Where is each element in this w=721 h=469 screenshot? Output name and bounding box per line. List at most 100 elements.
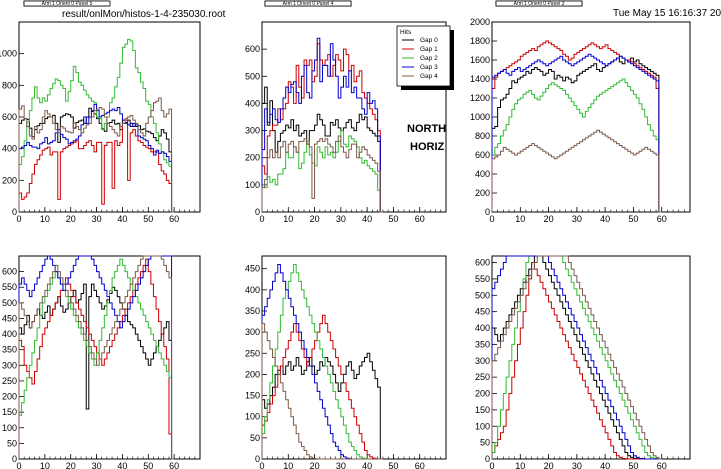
series-line	[261, 43, 383, 213]
x-tick-label: 60	[657, 461, 667, 469]
x-tick-label: 20	[310, 461, 320, 469]
x-tick-label: 60	[169, 214, 179, 224]
series-line	[261, 135, 383, 213]
series-line	[491, 262, 662, 460]
x-tick-label: 0	[259, 214, 264, 224]
y-tick-label: 350	[2, 345, 17, 355]
legend-entry: Gap 2	[420, 55, 438, 62]
y-tick-label: 400	[2, 144, 17, 154]
y-tick-label: 2000	[470, 17, 490, 27]
y-tick-label: 0	[485, 454, 490, 464]
y-tick-label: 550	[2, 282, 17, 292]
panel-title-box	[264, 0, 352, 7]
series-line	[261, 130, 383, 213]
x-tick-label: 20	[66, 214, 76, 224]
y-tick-label: 100	[245, 412, 260, 422]
panel-title-box	[495, 0, 583, 7]
x-tick-label: 30	[92, 461, 102, 469]
plots-group: Arm 1 Orient 0 Panel 0010203040506002004…	[0, 0, 691, 469]
y-tick-label: 1200	[470, 93, 490, 103]
x-tick-label: 10	[515, 461, 525, 469]
y-tick-label: 300	[475, 356, 490, 366]
series-line	[491, 78, 662, 213]
file-path-label: result/onlMon/histos-1-4-235030.root	[62, 9, 226, 20]
panel-title: Arm 1 Orient 0 Panel 5	[42, 1, 93, 7]
x-tick-label: 0	[16, 214, 21, 224]
plot-frame	[261, 255, 447, 460]
series-line	[261, 323, 383, 460]
annotation-north: NORTH	[407, 123, 446, 135]
y-tick-label: 100	[245, 180, 260, 190]
y-tick-label: 400	[245, 285, 260, 295]
y-tick-label: 100	[2, 423, 17, 433]
series-line	[491, 129, 662, 213]
y-tick-label: 600	[245, 44, 260, 54]
datetime-label: Tue May 15 16:16:37 2007	[613, 8, 721, 19]
x-tick-label: 40	[117, 461, 127, 469]
chart-panel: Arm 1 Orient 0 Panel 0010203040506002004…	[0, 0, 201, 224]
x-tick-label: 30	[92, 214, 102, 224]
x-tick-label: 60	[415, 461, 425, 469]
x-tick-label: 40	[362, 461, 372, 469]
legend-entry: Gap 0	[420, 37, 438, 44]
series-line	[261, 86, 383, 213]
y-tick-label: 800	[2, 80, 17, 90]
y-tick-label: 200	[245, 369, 260, 379]
x-tick-label: 20	[66, 461, 76, 469]
annotation-horiz: HORIZ	[410, 141, 445, 153]
y-tick-label: 50	[250, 433, 260, 443]
x-tick-label: 0	[16, 461, 21, 469]
y-tick-label: 200	[475, 188, 490, 198]
series-line	[18, 107, 175, 213]
y-tick-label: 1400	[470, 74, 490, 84]
y-tick-label: 200	[2, 392, 17, 402]
y-tick-label: 200	[475, 389, 490, 399]
legend-entry: Gap 4	[420, 73, 438, 80]
y-tick-label: 400	[2, 329, 17, 339]
x-tick-label: 50	[388, 461, 398, 469]
x-tick-label: 50	[628, 214, 638, 224]
y-tick-label: 550	[475, 274, 490, 284]
y-tick-label: 200	[2, 175, 17, 185]
x-tick-label: 60	[415, 214, 425, 224]
x-tick-label: 30	[336, 214, 346, 224]
y-tick-label: 250	[475, 372, 490, 382]
y-tick-label: 500	[475, 290, 490, 300]
y-tick-label: 150	[2, 407, 17, 417]
y-tick-label: 1600	[470, 55, 490, 65]
y-tick-label: 0	[12, 454, 17, 464]
y-tick-label: 0	[255, 454, 260, 464]
series-line	[491, 255, 662, 460]
chart-panel: Arm 1 Orient 0 Panel 40 10 20 30 40 50 6005010…	[245, 0, 447, 469]
x-tick-label: 10	[40, 461, 50, 469]
y-tick-label: 600	[2, 267, 17, 277]
x-tick-label: 40	[117, 214, 127, 224]
series-line	[18, 97, 175, 213]
series-line	[18, 38, 175, 213]
y-tick-label: 600	[475, 150, 490, 160]
x-tick-label: 60	[657, 214, 667, 224]
chart-panel: Arm 1 Orient 0 Panel 2010203040506002004…	[470, 0, 691, 224]
y-tick-label: 1000	[470, 112, 490, 122]
panel-title: Arm 1 Orient 0 Panel 3	[514, 1, 565, 7]
x-tick-label: 50	[388, 214, 398, 224]
y-tick-label: 800	[475, 131, 490, 141]
x-tick-label: 40	[600, 461, 610, 469]
legend-box: Hits Gap 0 Gap 1 Gap 2 Gap 3 Gap 4	[396, 25, 454, 90]
y-tick-label: 350	[245, 306, 260, 316]
y-tick-label: 0	[12, 207, 17, 217]
legend-title: Hits	[400, 29, 412, 36]
y-tick-label: 150	[245, 391, 260, 401]
plot-frame	[18, 255, 201, 460]
x-tick-label: 10	[515, 214, 525, 224]
x-tick-label: 50	[143, 461, 153, 469]
y-tick-label: 600	[2, 112, 17, 122]
series-line	[491, 255, 662, 460]
chart-panel: Arm 1 Orient 0 Panel 30 10 20 30 40 50 6005010…	[475, 0, 691, 469]
plot-frame	[491, 21, 691, 213]
y-tick-label: 500	[2, 298, 17, 308]
series-line	[18, 103, 175, 213]
x-tick-label: 20	[310, 214, 320, 224]
x-tick-label: 20	[544, 461, 554, 469]
